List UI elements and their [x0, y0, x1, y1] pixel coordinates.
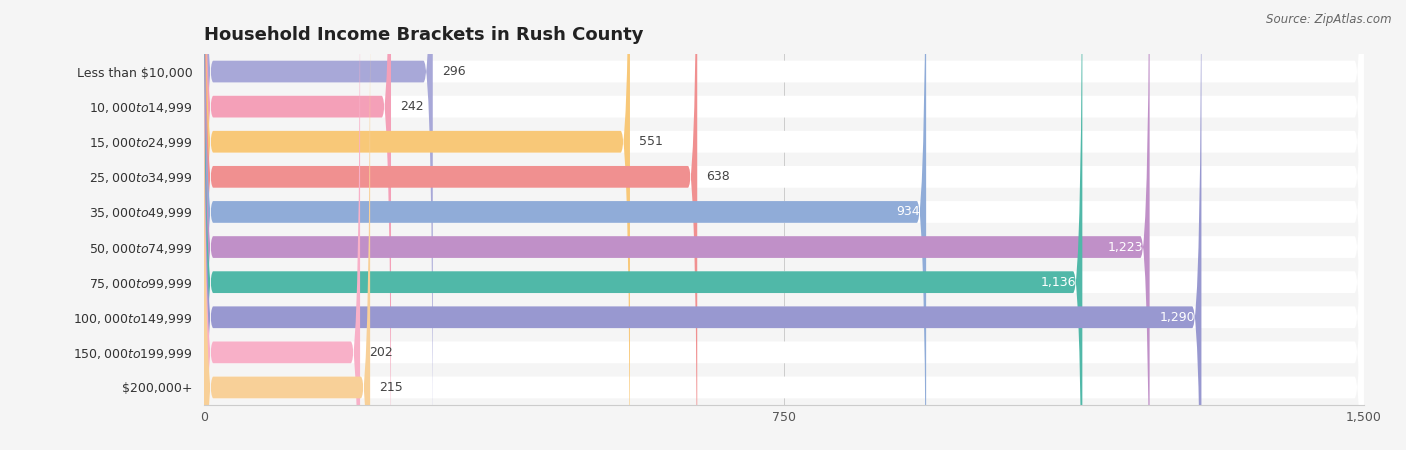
FancyBboxPatch shape	[204, 0, 1364, 450]
Text: Source: ZipAtlas.com: Source: ZipAtlas.com	[1267, 14, 1392, 27]
Text: 215: 215	[380, 381, 404, 394]
FancyBboxPatch shape	[204, 0, 433, 450]
Text: 638: 638	[707, 171, 730, 183]
FancyBboxPatch shape	[204, 0, 697, 450]
FancyBboxPatch shape	[204, 0, 1364, 450]
FancyBboxPatch shape	[204, 0, 1364, 450]
Text: 934: 934	[896, 206, 920, 218]
Text: 202: 202	[370, 346, 394, 359]
FancyBboxPatch shape	[204, 0, 1364, 450]
FancyBboxPatch shape	[204, 0, 1364, 450]
FancyBboxPatch shape	[204, 0, 1083, 450]
Text: 551: 551	[640, 135, 664, 148]
FancyBboxPatch shape	[204, 0, 1364, 450]
Text: Household Income Brackets in Rush County: Household Income Brackets in Rush County	[204, 26, 644, 44]
FancyBboxPatch shape	[204, 0, 1364, 450]
Text: 1,223: 1,223	[1108, 241, 1143, 253]
FancyBboxPatch shape	[204, 0, 360, 450]
Text: 1,136: 1,136	[1040, 276, 1076, 288]
FancyBboxPatch shape	[204, 0, 1364, 450]
FancyBboxPatch shape	[204, 0, 927, 450]
Text: 1,290: 1,290	[1160, 311, 1195, 324]
FancyBboxPatch shape	[204, 0, 630, 450]
FancyBboxPatch shape	[204, 0, 370, 450]
Text: 242: 242	[401, 100, 425, 113]
FancyBboxPatch shape	[204, 0, 391, 450]
FancyBboxPatch shape	[204, 0, 1150, 450]
FancyBboxPatch shape	[204, 0, 1364, 450]
FancyBboxPatch shape	[204, 0, 1364, 450]
FancyBboxPatch shape	[204, 0, 1201, 450]
Text: 296: 296	[441, 65, 465, 78]
